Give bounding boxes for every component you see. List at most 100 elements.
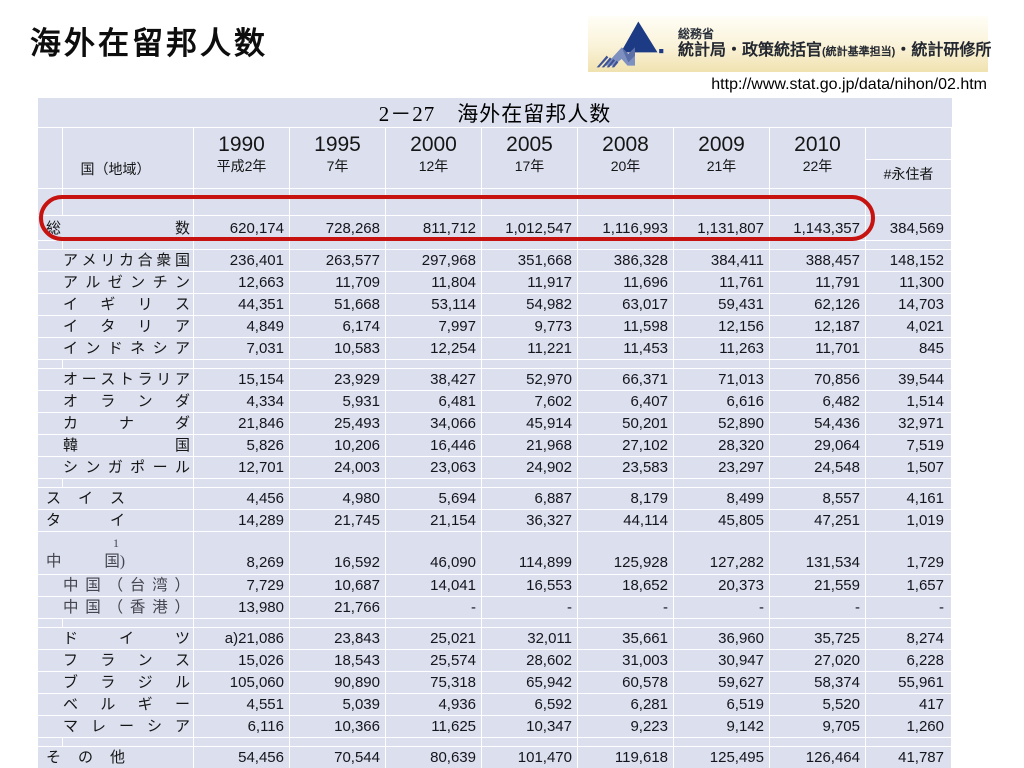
spacer-cell <box>386 189 482 215</box>
table-caption-row: 2－27 海外在留邦人数 <box>38 98 952 128</box>
value-cell: 9,773 <box>482 316 578 337</box>
value-cell: 52,890 <box>674 413 770 434</box>
table-row: イ ギ リ ス 44,351 51,668 53,114 54,982 63,017 59,431… <box>38 294 952 316</box>
row-label-text: マレーシア <box>63 717 190 736</box>
row-label: 中国 （ 台湾 ） <box>38 575 194 596</box>
value-cell: - <box>674 597 770 618</box>
value-cell: 15,026 <box>194 650 290 671</box>
value-cell: 23,063 <box>386 457 482 478</box>
row-label-char: そ <box>46 749 62 766</box>
row-label-text: タイ <box>46 511 125 530</box>
value-cell: 11,791 <box>770 272 866 293</box>
column-header-year: 1995 7年 <box>290 128 386 188</box>
value-cell: 28,320 <box>674 435 770 456</box>
value-cell: 45,914 <box>482 413 578 434</box>
year-label: 2000 <box>410 133 457 156</box>
row-label-text: 中国 （ 香港 ） <box>63 598 190 617</box>
value-cell: 105,060 <box>194 672 290 693</box>
row-label-char: 総 <box>46 219 62 237</box>
spacer-cell <box>866 479 952 487</box>
spacer-cell <box>482 619 578 627</box>
year-label: 1995 <box>314 133 361 156</box>
value-cell: 65,942 <box>482 672 578 693</box>
year-label: 2005 <box>506 133 553 156</box>
row-label-text: カナダ <box>63 414 190 433</box>
row-label-text: その他 <box>46 748 125 767</box>
row-label-text: 中 国) <box>46 552 125 571</box>
permanent-value-cell: 41,787 <box>866 747 952 768</box>
table-row: マレーシア 6,116 10,366 11,625 10,347 9,223 9,142 9,… <box>38 716 952 738</box>
soumu-logo-mark <box>596 21 664 68</box>
row-label-char: 合 <box>137 252 153 269</box>
value-cell: 50,201 <box>578 413 674 434</box>
value-cell: 23,297 <box>674 457 770 478</box>
value-cell: 11,701 <box>770 338 866 359</box>
era-label: 平成2年 <box>216 158 267 174</box>
value-cell: 4,980 <box>290 488 386 509</box>
row-label-text: 中国 （ 台湾 ） <box>63 576 190 595</box>
value-cell: 21,154 <box>386 510 482 531</box>
row-label-text: アルゼンチン <box>63 273 190 292</box>
row-label-char: イ <box>118 630 134 647</box>
row-label-char: ラ <box>100 393 116 410</box>
table-row: アルゼンチン 12,663 11,709 11,804 11,917 11,696 11,7… <box>38 272 952 294</box>
column-header-year: 2000 12年 <box>386 128 482 188</box>
value-cell: a)21,086 <box>194 628 290 649</box>
value-cell: 18,543 <box>290 650 386 671</box>
value-cell: 127,282 <box>674 532 770 574</box>
era-label: 21年 <box>706 158 737 174</box>
value-cell: 29,064 <box>770 435 866 456</box>
value-cell: 6,407 <box>578 391 674 412</box>
value-cell: 6,281 <box>578 694 674 715</box>
value-cell: 7,729 <box>194 575 290 596</box>
permanent-value-cell: 32,971 <box>866 413 952 434</box>
row-label-char: ン <box>137 393 153 410</box>
row-label-char: ア <box>63 252 79 269</box>
row-label-char: フ <box>63 652 79 669</box>
table-row: カ ナ ダ 21,846 25,493 34,066 45,914 50,201 52,890 5… <box>38 413 952 435</box>
row-label: オランダ <box>38 391 194 412</box>
value-cell: 60,578 <box>578 672 674 693</box>
row-label-char: ル <box>85 274 101 291</box>
table-row: インドネシア 7,031 10,583 12,254 11,221 11,453 11,26… <box>38 338 952 360</box>
value-cell: 7,602 <box>482 391 578 412</box>
header-spacer-row <box>38 189 952 216</box>
value-cell: 54,456 <box>194 747 290 768</box>
value-cell: 1,116,993 <box>578 216 674 240</box>
value-cell: 6,519 <box>674 694 770 715</box>
permanent-value-cell: 1,729 <box>866 532 952 574</box>
row-label-char: イ <box>63 296 79 313</box>
spacer-cell <box>290 189 386 215</box>
value-cell: 1,012,547 <box>482 216 578 240</box>
spacer-cell <box>482 738 578 746</box>
value-cell: 6,482 <box>770 391 866 412</box>
column-header-year: 2009 21年 <box>674 128 770 188</box>
row-label-text: スイス <box>46 489 125 508</box>
column-header-year: 1990 平成2年 <box>194 128 290 188</box>
spacer-cell <box>674 360 770 368</box>
row-label-char: ー <box>81 371 97 388</box>
row-label-char: ン <box>137 652 153 669</box>
permanent-value-cell: 8,274 <box>866 628 952 649</box>
logo-org-tail: ・統計研修所 <box>895 41 992 59</box>
row-label-char: チ <box>152 274 168 291</box>
spacer-cell <box>194 241 290 249</box>
row-label-char: ス <box>109 490 125 507</box>
logo-org-main: 統計局・政策統括官 <box>678 41 823 59</box>
value-cell: 20,373 <box>674 575 770 596</box>
row-label-text: 韓国 <box>63 436 190 455</box>
value-cell: 47,251 <box>770 510 866 531</box>
group-gap-row <box>38 360 952 369</box>
row-label-char: ネ <box>130 340 146 357</box>
value-cell: 24,548 <box>770 457 866 478</box>
row-label-text: オーストラリア <box>63 370 190 389</box>
row-label-char: ー <box>174 696 190 713</box>
value-cell: 25,574 <box>386 650 482 671</box>
spacer-cell <box>386 738 482 746</box>
row-label-char: ン <box>85 459 101 476</box>
era-label: 7年 <box>326 158 349 174</box>
value-cell: 24,003 <box>290 457 386 478</box>
value-cell: 21,559 <box>770 575 866 596</box>
logo-ministry-label: 総務省 <box>678 26 715 41</box>
